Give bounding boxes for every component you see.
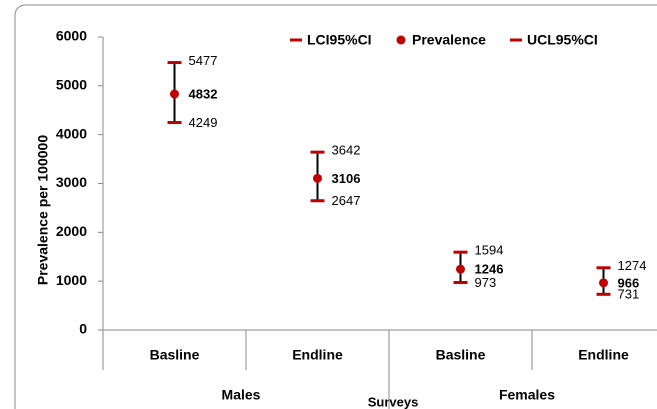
legend-label: UCL95%CI (527, 32, 598, 48)
prevalence-dot (599, 278, 608, 288)
x-axis-title: Surveys (368, 394, 419, 409)
y-axis-title: Prevalence per 100000 (35, 135, 51, 285)
y-tick-label: 0 (79, 321, 87, 337)
prevalence-dot (456, 264, 465, 274)
data-label: 1594 (475, 243, 504, 258)
y-tick-label: 6000 (56, 28, 87, 44)
y-tick-label: 5000 (56, 77, 87, 93)
data-label: 3106 (332, 171, 361, 186)
legend-label: LCI95%CI (307, 32, 372, 48)
data-label: 4249 (189, 115, 218, 130)
data-label: 1274 (618, 258, 647, 273)
data-label: 731 (618, 287, 640, 302)
legend-label: Prevalence (412, 32, 486, 48)
x-tick-label: Endline (292, 347, 343, 363)
x-tick-label: Basline (150, 347, 200, 363)
prevalence-dot (170, 89, 179, 99)
x-tick-label: Endline (578, 347, 629, 363)
group-label: Females (499, 387, 555, 403)
chart-border (14, 4, 657, 409)
y-tick-label: 3000 (56, 174, 87, 190)
legend-marker (396, 35, 406, 45)
group-label: Males (222, 387, 261, 403)
y-tick-label: 2000 (56, 223, 87, 239)
data-label: 3642 (332, 143, 361, 158)
data-label: 1246 (475, 262, 504, 277)
x-tick-label: Basline (436, 347, 486, 363)
data-label: 973 (475, 275, 497, 290)
prevalence-dot (313, 173, 322, 183)
data-label: 2647 (332, 193, 361, 208)
data-label: 5477 (189, 53, 218, 68)
data-label: 966 (618, 275, 640, 290)
y-tick-label: 1000 (56, 272, 87, 288)
y-tick-label: 4000 (56, 125, 87, 141)
data-label: 4832 (189, 86, 218, 101)
